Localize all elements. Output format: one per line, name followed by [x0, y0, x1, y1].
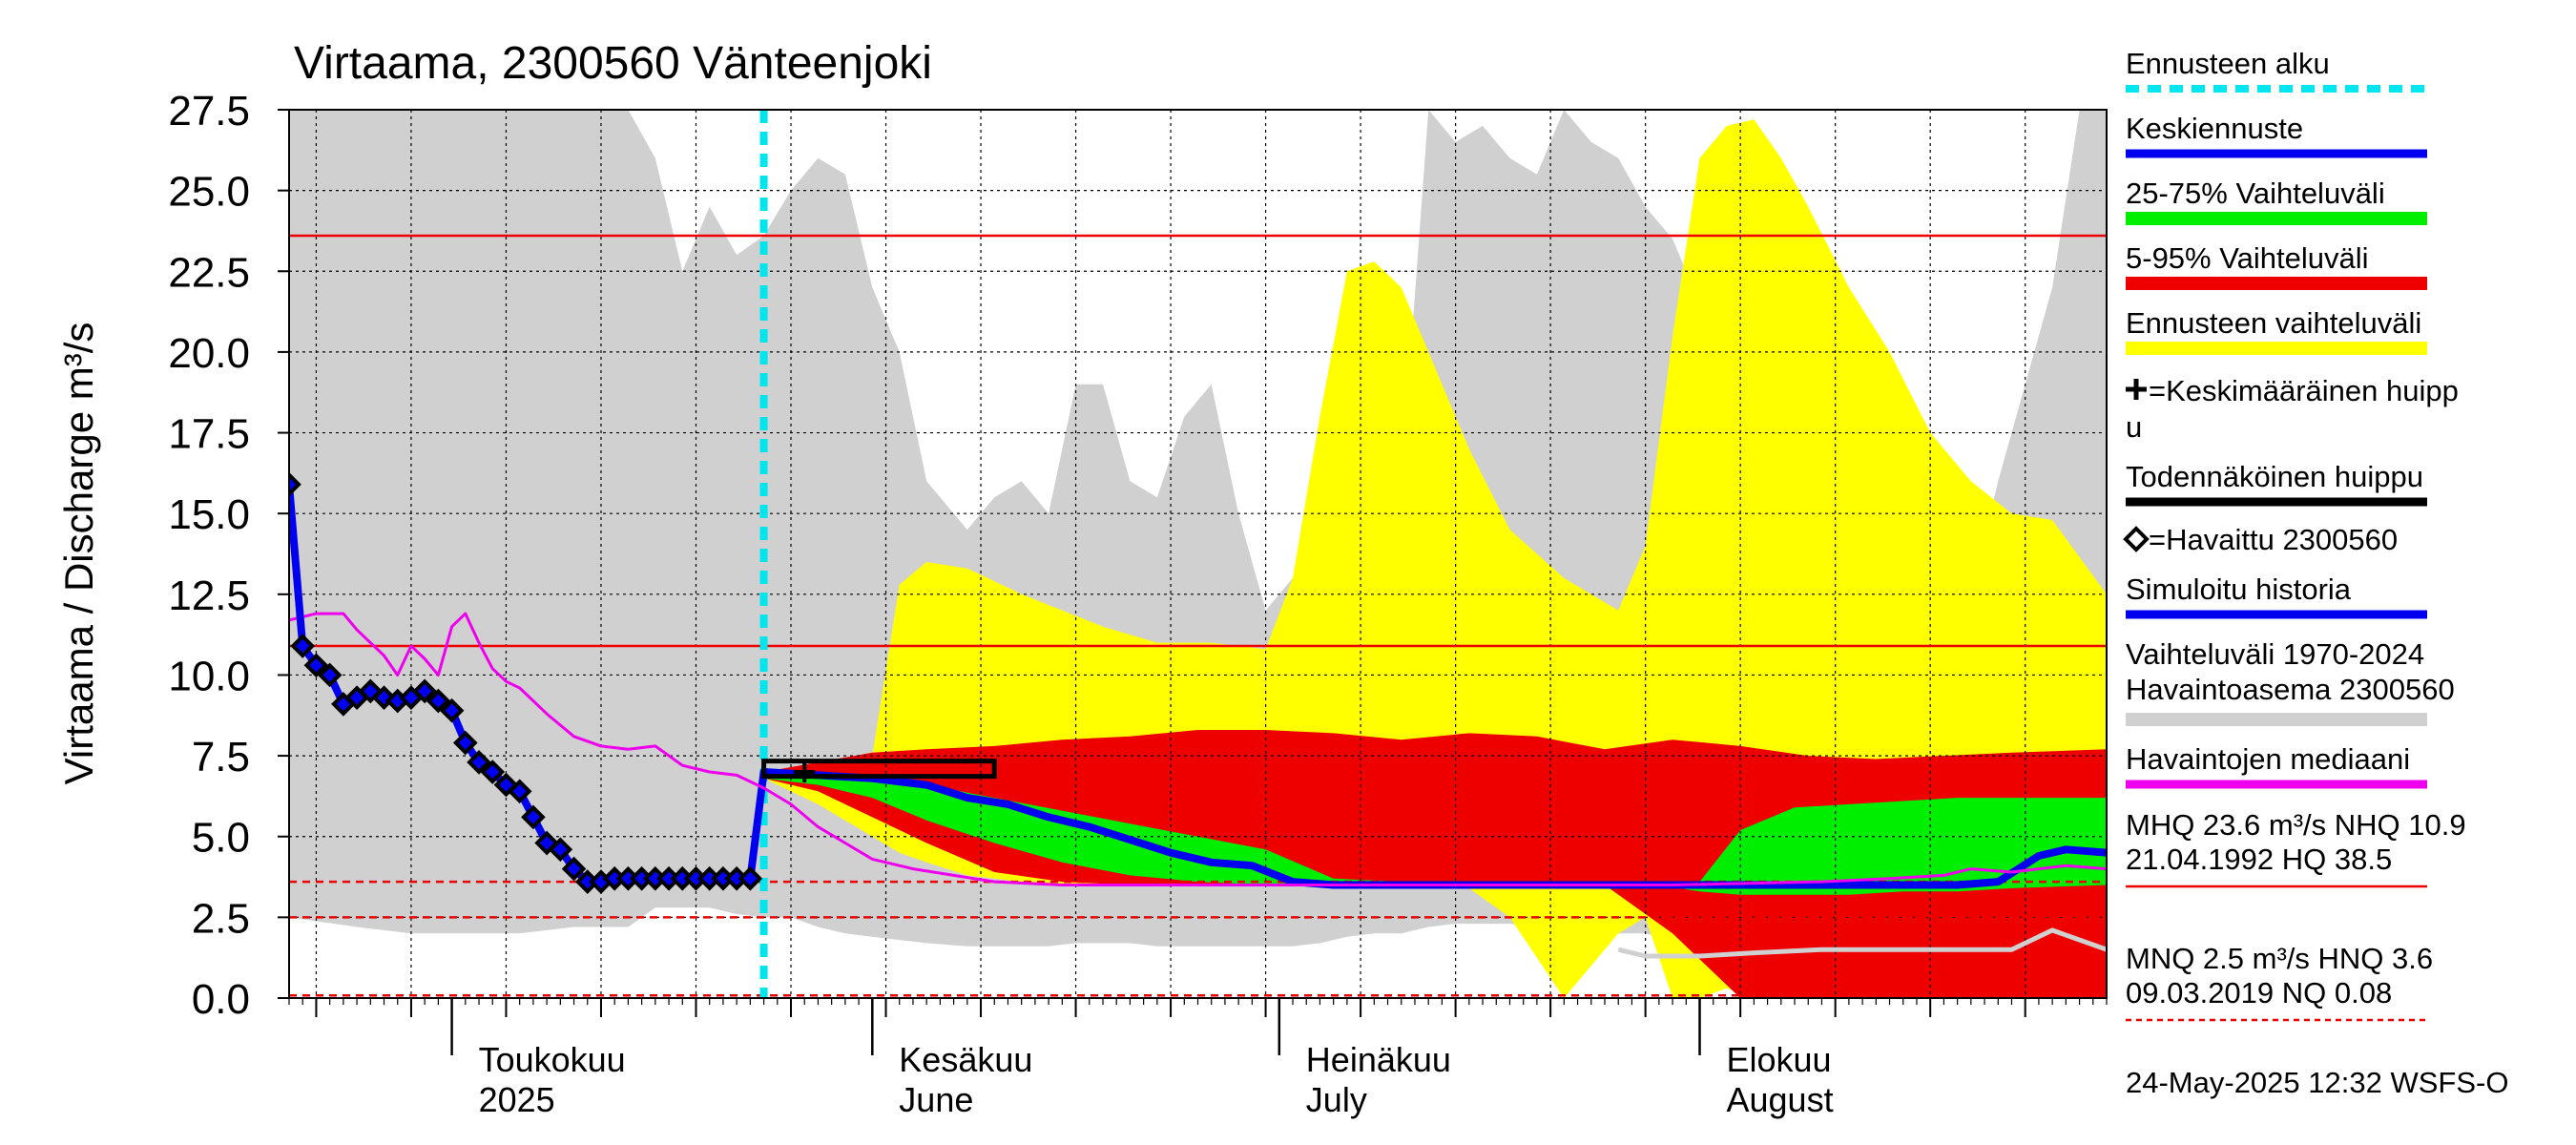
- stats-line: MHQ 23.6 m³/s NHQ 10.9: [2126, 808, 2466, 842]
- legend-diamond-icon: [2123, 526, 2150, 552]
- stats-line: 09.03.2019 NQ 0.08: [2126, 976, 2392, 1010]
- observed-marker: [737, 865, 763, 891]
- month-label-en: 2025: [479, 1080, 555, 1119]
- observed-marker: [467, 750, 491, 775]
- legend-label: =Havaittu 2300560: [2149, 523, 2398, 556]
- stats-line: MNQ 2.5 m³/s HNQ 3.6: [2126, 942, 2433, 975]
- y-tick-label: 22.5: [168, 249, 250, 296]
- observed-marker: [507, 779, 532, 804]
- y-tick-label: 17.5: [168, 411, 250, 458]
- legend-label: Todennäköinen huippu: [2126, 460, 2423, 493]
- plot-area: [289, 110, 2107, 998]
- historical-min-line: [1617, 927, 2107, 959]
- timestamp: 24-May-2025 12:32 WSFS-O: [2126, 1066, 2508, 1099]
- legend-label: Simuloitu historia: [2126, 572, 2352, 606]
- observed-marker: [317, 662, 343, 688]
- y-tick-label: 25.0: [168, 169, 250, 216]
- y-tick-label: 2.5: [192, 895, 250, 942]
- y-axis-label: Virtaama / Discharge m³/s: [56, 323, 101, 785]
- month-label-fi: Elokuu: [1727, 1040, 1832, 1079]
- observed-marker: [480, 760, 506, 784]
- legend-label: 5-95% Vaihteluväli: [2126, 241, 2368, 275]
- stats-line: 21.04.1992 HQ 38.5: [2126, 843, 2392, 876]
- observed-marker: [303, 653, 329, 678]
- observed-marker: [548, 837, 573, 863]
- median-line: [289, 612, 2107, 886]
- p25-75-band: [763, 775, 2107, 895]
- observed-marker: [521, 804, 546, 830]
- month-label-en: August: [1727, 1080, 1834, 1119]
- y-tick-label: 0.0: [192, 976, 250, 1023]
- month-label-fi: Kesäkuu: [899, 1040, 1032, 1079]
- probable-peak-bar: [761, 759, 997, 780]
- mean-forecast-line: [746, 768, 2107, 889]
- p5-95-band: [763, 730, 2107, 998]
- observed-marker: [452, 730, 478, 756]
- y-tick-label: 20.0: [168, 330, 250, 377]
- y-tick-label: 7.5: [192, 734, 250, 781]
- observed-marker: [290, 634, 316, 658]
- observed-marker: [289, 471, 301, 497]
- month-label-en: July: [1306, 1080, 1367, 1119]
- y-tick-label: 5.0: [192, 815, 250, 862]
- mean-peak-marker: [794, 761, 816, 783]
- legend-label: Keskiennuste: [2126, 112, 2303, 145]
- legend-label-cont: u: [2126, 410, 2142, 444]
- legend-label: Havaintojen mediaani: [2126, 742, 2410, 776]
- y-tick-label: 12.5: [168, 572, 250, 619]
- legend-label: Ennusteen vaihteluväli: [2126, 306, 2421, 340]
- legend-label-cont: Havaintoasema 2300560: [2126, 673, 2455, 706]
- y-tick-label: 15.0: [168, 491, 250, 538]
- month-label-en: June: [899, 1080, 973, 1119]
- observed-marker: [561, 856, 587, 882]
- chart-title: Virtaama, 2300560 Vänteenjoki: [294, 38, 932, 89]
- legend-label: =Keskimääräinen huipp: [2149, 374, 2459, 407]
- observed-marker: [493, 772, 519, 798]
- y-tick-label: 10.0: [168, 653, 250, 699]
- observed-marker: [371, 685, 397, 710]
- legend-label: Vaihteluväli 1970-2024: [2126, 637, 2424, 671]
- observed-marker: [412, 678, 437, 704]
- observed-marker: [439, 697, 465, 723]
- observed-marker: [426, 688, 451, 714]
- legend-plus-icon: [2126, 379, 2147, 400]
- month-label-fi: Toukokuu: [479, 1040, 626, 1079]
- legend-label: 25-75% Vaihteluväli: [2126, 177, 2385, 210]
- legend-label: Ennusteen alku: [2126, 47, 2330, 80]
- month-label-fi: Heinäkuu: [1306, 1040, 1451, 1079]
- y-tick-label: 27.5: [168, 88, 250, 135]
